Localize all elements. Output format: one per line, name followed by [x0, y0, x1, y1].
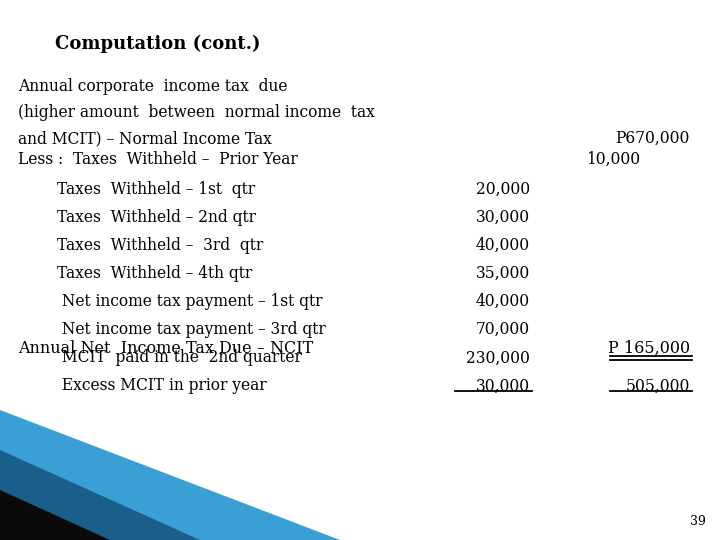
Text: Computation (cont.): Computation (cont.) [55, 35, 261, 53]
Text: Annual corporate  income tax  due: Annual corporate income tax due [18, 78, 287, 95]
Text: Annual Net  Income Tax Due – NCIT: Annual Net Income Tax Due – NCIT [18, 340, 313, 357]
Text: 70,000: 70,000 [476, 321, 530, 338]
Text: 40,000: 40,000 [476, 237, 530, 254]
Text: Taxes  Withheld – 1st  qtr: Taxes Withheld – 1st qtr [18, 181, 255, 198]
Text: 20,000: 20,000 [476, 181, 530, 198]
Text: Taxes  Withheld – 2nd qtr: Taxes Withheld – 2nd qtr [18, 209, 256, 226]
Text: Taxes  Withheld –  3rd  qtr: Taxes Withheld – 3rd qtr [18, 237, 264, 254]
Text: 10,000: 10,000 [586, 151, 640, 168]
Text: Net income tax payment – 3rd qtr: Net income tax payment – 3rd qtr [18, 321, 325, 338]
Text: Net income tax payment – 1st qtr: Net income tax payment – 1st qtr [18, 293, 323, 310]
Text: MCIT  paid in the  2nd quarter: MCIT paid in the 2nd quarter [18, 349, 302, 366]
Text: 30,000: 30,000 [476, 209, 530, 226]
Text: Taxes  Withheld – 4th qtr: Taxes Withheld – 4th qtr [18, 265, 252, 282]
Text: 30,000: 30,000 [476, 377, 530, 394]
Polygon shape [0, 410, 340, 540]
Text: P670,000: P670,000 [616, 130, 690, 147]
Polygon shape [0, 490, 110, 540]
Text: 35,000: 35,000 [476, 265, 530, 282]
Text: P 165,000: P 165,000 [608, 340, 690, 357]
Text: Excess MCIT in prior year: Excess MCIT in prior year [18, 377, 266, 394]
Text: 505,000: 505,000 [626, 377, 690, 394]
Text: 230,000: 230,000 [466, 349, 530, 366]
Text: 39: 39 [690, 515, 706, 528]
Text: and MCIT) – Normal Income Tax: and MCIT) – Normal Income Tax [18, 130, 272, 147]
Text: 40,000: 40,000 [476, 293, 530, 310]
Text: Less :  Taxes  Withheld –  Prior Year: Less : Taxes Withheld – Prior Year [18, 151, 298, 168]
Text: (higher amount  between  normal income  tax: (higher amount between normal income tax [18, 104, 375, 121]
Polygon shape [0, 450, 200, 540]
